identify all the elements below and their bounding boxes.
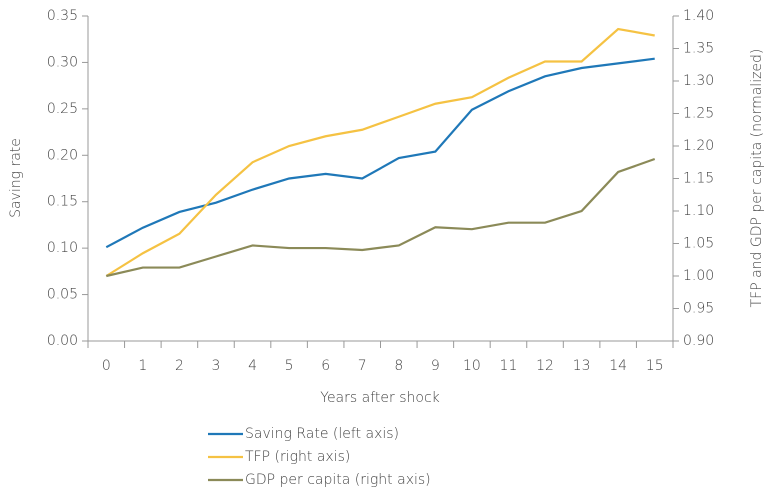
series-line [106,157,656,278]
y2-axis-label: TFP and GDP per capita (normalized) [749,49,765,308]
y2-tick-label: 1.35 [683,41,714,57]
x-tick-label: 6 [321,358,330,374]
x-tick-label: 4 [248,358,257,374]
y-tick-label: 0.15 [47,194,78,210]
y-tick-label: 0.10 [47,240,78,256]
y2-tick-label: 1.20 [683,138,714,154]
y-tick-label: 0.05 [47,287,78,303]
y2-tick-label: 1.15 [683,171,714,187]
x-tick-label: 10 [463,358,481,374]
x-tick-label: 15 [646,358,664,374]
y-tick-label: 0.35 [47,8,78,24]
x-axis-label: Years after shock [320,390,440,406]
x-tick-label: 12 [536,358,554,374]
y2-tick-label: 1.30 [683,73,714,89]
x-tick-label: 11 [500,358,518,374]
legend-label: TFP (right axis) [245,449,350,465]
x-tick-label: 14 [609,358,627,374]
x-tick-label: 1 [138,358,147,374]
series-line [105,27,655,277]
y2-tick-label: 1.00 [683,268,714,284]
x-tick-label: 7 [358,358,367,374]
x-tick-label: 13 [573,358,591,374]
y2-tick-label: 0.90 [683,333,714,349]
x-tick-label: 9 [431,358,440,374]
x-tick-label: 2 [175,358,184,374]
y-tick-label: 0.30 [47,54,78,70]
series-line [105,57,655,249]
y-tick-label: 0.25 [47,101,78,117]
x-tick-label: 3 [212,358,221,374]
legend-label: Saving Rate (left axis) [245,426,399,442]
y-axis-label: Saving rate [8,138,24,218]
y2-tick-label: 0.95 [683,301,714,317]
legend-label: GDP per capita (right axis) [245,472,431,488]
y-tick-label: 0.20 [47,147,78,163]
y2-tick-label: 1.25 [683,106,714,122]
y2-tick-label: 1.10 [683,203,714,219]
y-tick-label: 0.00 [47,333,78,349]
x-tick-label: 8 [394,358,403,374]
y2-tick-label: 1.40 [683,8,714,24]
x-tick-label: 5 [285,358,294,374]
x-tick-label: 0 [102,358,111,374]
y2-tick-label: 1.05 [683,236,714,252]
